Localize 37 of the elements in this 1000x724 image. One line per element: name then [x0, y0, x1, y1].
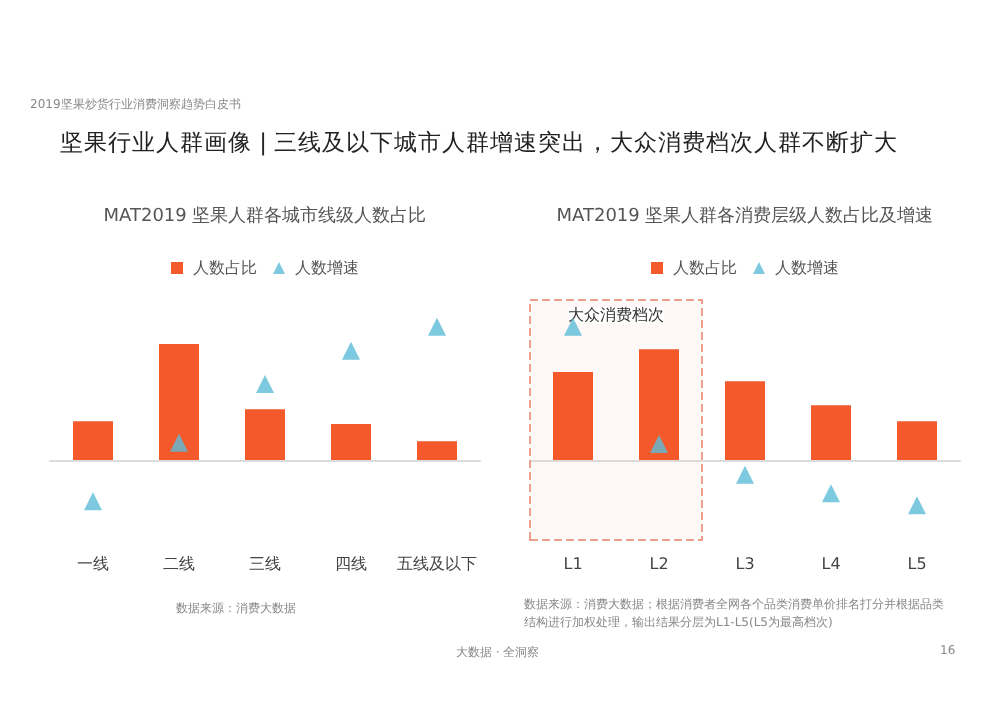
point: [650, 435, 668, 453]
x-tick-label: 一线: [77, 555, 109, 573]
x-tick-label: L1: [563, 555, 583, 573]
x-tick-label: L4: [821, 555, 841, 573]
point: [428, 317, 446, 336]
point: [342, 341, 360, 360]
legend-label: 人数增速: [775, 259, 839, 277]
bar: [725, 381, 765, 460]
chart-subtitle: MAT2019 坚果人群各城市线级人数占比: [103, 205, 427, 227]
x-tick-label: 四线: [335, 555, 367, 573]
point: [170, 433, 188, 452]
chart-subtitle: MAT2019 坚果人群各消费层级人数占比及增速: [556, 205, 934, 227]
x-tick-label: L5: [907, 555, 927, 573]
legend-label: 人数占比: [673, 259, 737, 277]
legend-label: 人数占比: [193, 259, 257, 277]
bar: [331, 424, 371, 460]
point: [256, 375, 274, 393]
x-tick-label: L2: [649, 555, 669, 573]
bar: [897, 421, 937, 460]
band-label: 大众消费档次: [568, 306, 664, 324]
x-tick-label: 二线: [163, 555, 195, 573]
x-tick-label: L3: [735, 555, 755, 573]
bar: [811, 405, 851, 460]
legend-label: 人数增速: [295, 259, 359, 277]
bar: [245, 409, 285, 460]
point: [908, 496, 926, 515]
chart-title: 坚果行业人群画像 | 三线及以下城市人群增速突出，大众消费档次人群不断扩大: [60, 128, 899, 158]
point: [736, 465, 754, 484]
bar: [159, 344, 199, 460]
x-tick-label: 三线: [249, 555, 281, 573]
point: [84, 492, 102, 511]
bar: [417, 441, 457, 460]
point: [822, 484, 840, 503]
x-tick-label: 五线及以下: [397, 555, 477, 573]
bar: [639, 349, 679, 460]
bar: [553, 372, 593, 460]
bar: [73, 421, 113, 460]
